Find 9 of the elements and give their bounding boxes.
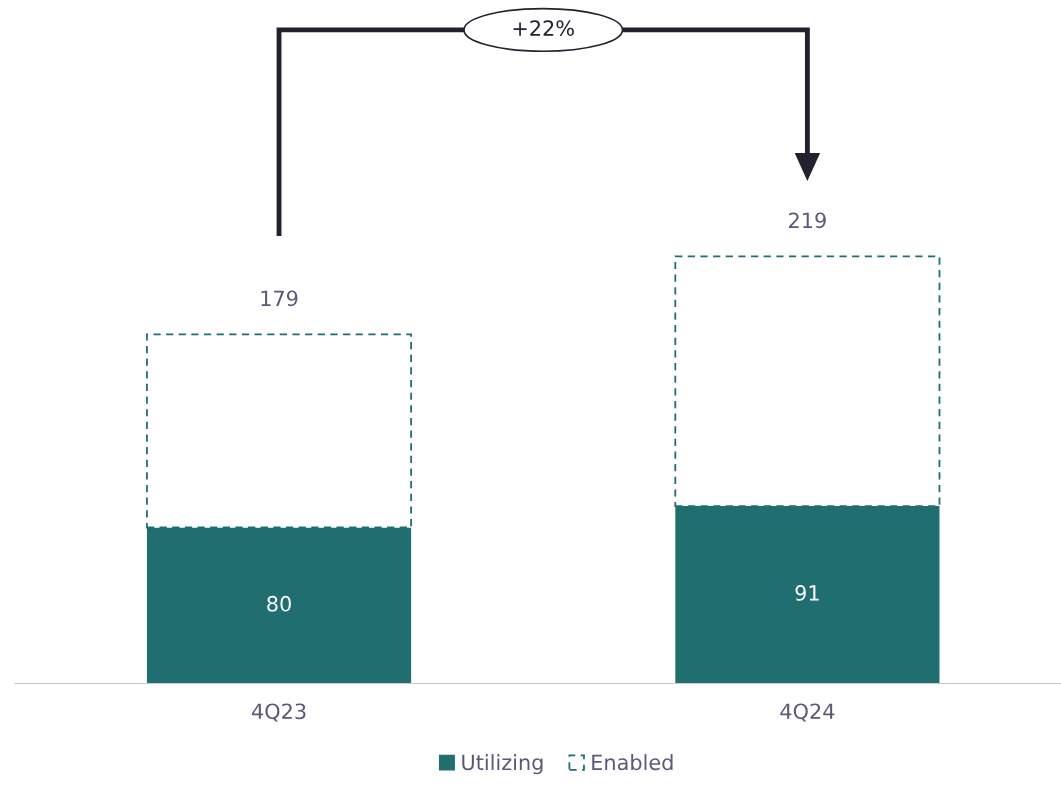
x-tick-label: 4Q23 [251, 703, 306, 722]
total-label: 219 [789, 212, 826, 229]
x-tick-label: 4Q24 [780, 703, 835, 722]
legend-label: Utilizing [462, 754, 543, 775]
data-label: 80 [267, 595, 291, 612]
text: +22% [513, 20, 574, 36]
legend-label: Enabled [592, 754, 673, 771]
data-label: 91 [795, 585, 819, 601]
total-label: 179 [261, 290, 298, 307]
